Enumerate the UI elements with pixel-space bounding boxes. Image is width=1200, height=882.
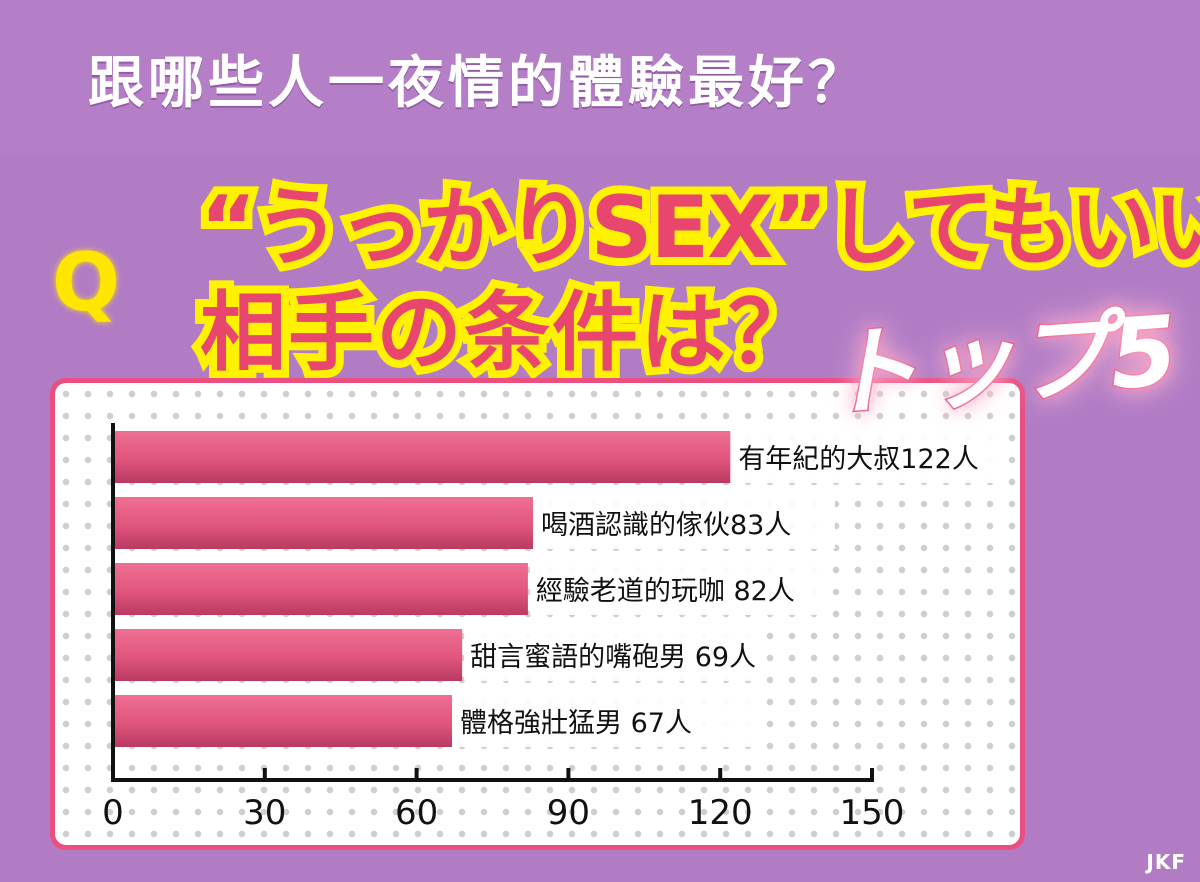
x-tick-label-150: 150: [840, 793, 905, 833]
bar-data-label-4: 甜言蜜語的嘴砲男 69人: [470, 642, 756, 673]
bar-1: [113, 431, 731, 483]
bar-2: [113, 497, 533, 549]
bar-label-bg-5: [454, 697, 755, 747]
bar-label-bg-1: [732, 433, 1002, 483]
question-mark-letter: Q: [52, 236, 121, 329]
bar-4: [113, 629, 463, 681]
x-tick-label-0: 0: [102, 793, 124, 833]
watermark-logo: JKF: [1146, 850, 1186, 874]
bar-data-label-5: 體格強壯猛男 67人: [460, 708, 692, 739]
bar-label-bg-2: [534, 499, 835, 549]
bar-data-label-1: 有年紀的大叔122人: [738, 444, 979, 475]
page-title: 跟哪些人一夜情的體驗最好？: [88, 51, 868, 116]
question-heading-line1: “うっかりSEX”してもいい: [192, 177, 1200, 279]
bar-label-bg-4: [464, 631, 765, 681]
question-heading-line2: 相手の条件は？: [192, 282, 822, 384]
chart-panel: 有年紀的大叔122人喝酒認識的傢伙83人 經驗老道的玩咖 82人甜言蜜語的嘴砲男 …: [50, 378, 1025, 850]
top5-badge: トップ5: [818, 293, 1183, 432]
title-banner: [0, 0, 1200, 155]
x-tick-label-30: 30: [243, 793, 286, 833]
bar-3: [113, 563, 528, 615]
x-tick-label-60: 60: [395, 793, 438, 833]
x-tick-label-90: 90: [547, 793, 590, 833]
bar-label-bg-3: [529, 565, 830, 615]
bar-5: [113, 695, 453, 747]
x-tick-label-120: 120: [688, 793, 753, 833]
bar-data-label-3: 經驗老道的玩咖 82人: [536, 576, 795, 607]
bar-data-label-2: 喝酒認識的傢伙83人: [541, 510, 791, 541]
